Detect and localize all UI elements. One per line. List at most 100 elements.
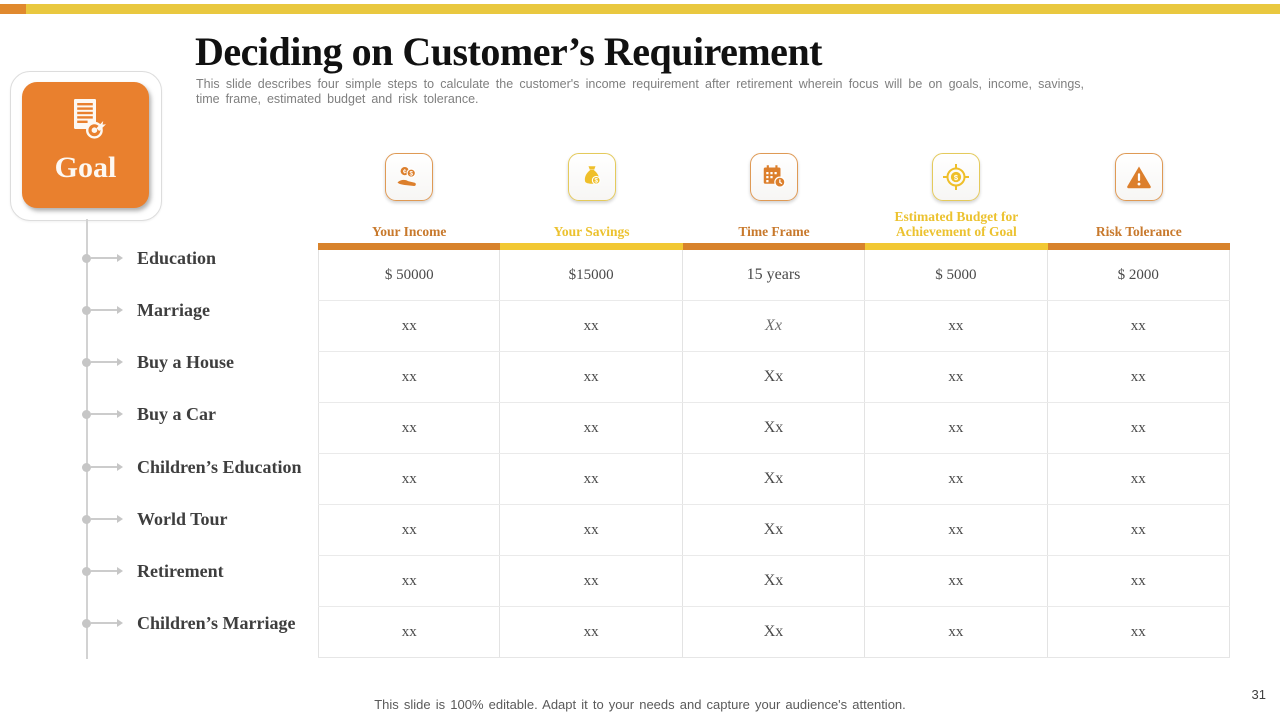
timeline-arrowhead-icon	[117, 254, 123, 262]
table-cell: xx	[500, 403, 683, 453]
table-cell: xx	[500, 505, 683, 555]
page-number: 31	[1251, 687, 1266, 702]
timeline-dot	[82, 618, 91, 628]
table-cell: Xx	[683, 301, 866, 351]
svg-text:$: $	[410, 170, 414, 177]
column-header: Risk Tolerance	[1095, 223, 1182, 239]
table-cell: xx	[500, 454, 683, 504]
goal-item-label: Buy a House	[137, 351, 235, 372]
table-cell: xx	[865, 301, 1048, 351]
money-bag-icon: $	[567, 153, 616, 201]
table-cell: xx	[1048, 556, 1230, 606]
timeline-arrow	[91, 257, 117, 259]
svg-text:$: $	[954, 173, 959, 182]
timeline-arrowhead-icon	[117, 306, 123, 314]
table-cell: xx	[1048, 607, 1230, 657]
header-accent-bars	[318, 243, 1230, 250]
timeline-arrow	[91, 466, 117, 468]
timeline-dot	[82, 409, 91, 419]
timeline-item: Retirement	[82, 559, 224, 583]
table-cell: xx	[318, 607, 501, 657]
timeline-arrow	[91, 309, 117, 311]
top-bar-yellow-segment	[26, 4, 1280, 14]
table-row: xx xx Xx xx xx	[318, 352, 1230, 403]
table-row: xx xx Xx xx xx	[318, 607, 1230, 657]
timeline-arrow	[91, 518, 117, 520]
accent-bar	[500, 243, 683, 250]
target-dollar-icon: $	[932, 153, 981, 201]
table-cell: xx	[318, 556, 501, 606]
timeline-dot	[82, 253, 91, 263]
page-subtitle: This slide describes four simple steps t…	[196, 77, 1084, 106]
table-cell: xx	[318, 301, 501, 351]
timeline-line	[86, 219, 88, 659]
goal-item-label: World Tour	[137, 508, 228, 529]
timeline-dot	[82, 514, 91, 524]
table-cell: xx	[1048, 403, 1230, 453]
goal-badge-inner: Goal	[22, 82, 149, 208]
timeline-dot	[82, 462, 91, 472]
table-cell: xx	[1048, 505, 1230, 555]
timeline-arrow	[91, 570, 117, 572]
document-target-icon	[73, 99, 106, 139]
page-title: Deciding on Customer’s Requirement	[195, 29, 823, 74]
timeline-item: World Tour	[82, 507, 228, 531]
table-cell: xx	[865, 556, 1048, 606]
footer-note: This slide is 100% editable. Adapt it to…	[374, 697, 906, 712]
requirements-table: ¢ $ $	[318, 153, 1230, 658]
table-cell: xx	[1048, 352, 1230, 402]
timeline-item: Buy a House	[82, 350, 234, 374]
hand-coins-icon: ¢ $	[385, 153, 434, 201]
table-cell: xx	[318, 505, 501, 555]
table-cell: 15 years	[683, 250, 866, 300]
timeline-arrowhead-icon	[117, 358, 123, 366]
table-cell: xx	[318, 352, 501, 402]
table-cell: xx	[1048, 301, 1230, 351]
goal-item-label: Buy a Car	[137, 403, 217, 424]
table-cell: $ 50000	[318, 250, 501, 300]
timeline-arrowhead-icon	[117, 515, 123, 523]
goal-badge: Goal	[10, 71, 162, 221]
column-header: Estimated Budget for Achievement of Goal	[894, 209, 1019, 239]
table-cell: Xx	[683, 607, 866, 657]
table-cell: xx	[500, 556, 683, 606]
column-header: Your Savings	[553, 223, 630, 239]
table-cell: xx	[318, 403, 501, 453]
timeline-arrow	[91, 622, 117, 624]
timeline-arrow	[91, 361, 117, 363]
goal-item-label: Children’s Education	[137, 456, 302, 477]
table-cell: $15000	[500, 250, 683, 300]
table-cell: xx	[500, 352, 683, 402]
column-headers-row: Your Income Your Savings Time Frame Esti…	[318, 200, 1230, 243]
table-cell: xx	[1048, 454, 1230, 504]
table-row: xx xx Xx xx xx	[318, 403, 1230, 454]
svg-text:¢: ¢	[403, 168, 407, 175]
timeline-arrowhead-icon	[117, 410, 123, 418]
top-bar-orange-segment	[0, 4, 26, 14]
timeline-dot	[82, 305, 91, 315]
table-cell: xx	[318, 454, 501, 504]
timeline-item: Buy a Car	[82, 402, 216, 426]
timeline-arrowhead-icon	[117, 567, 123, 575]
svg-text:$: $	[594, 178, 598, 185]
column-icons-row: ¢ $ $	[318, 153, 1230, 201]
table-cell: xx	[865, 607, 1048, 657]
column-header: Your Income	[372, 223, 447, 239]
timeline-item: Children’s Education	[82, 455, 302, 479]
table-cell: $ 5000	[865, 250, 1048, 300]
accent-bar	[865, 243, 1048, 250]
table-cell: xx	[500, 607, 683, 657]
timeline-item: Marriage	[82, 298, 210, 322]
table-row: xx xx Xx xx xx	[318, 556, 1230, 607]
goal-item-label: Children’s Marriage	[137, 612, 296, 633]
timeline-item: Children’s Marriage	[82, 611, 295, 635]
table-body: $ 50000 $15000 15 years $ 5000 $ 2000 xx…	[318, 250, 1230, 658]
timeline-arrow	[91, 413, 117, 415]
table-cell: Xx	[683, 556, 866, 606]
table-cell: xx	[865, 505, 1048, 555]
goal-item-label: Marriage	[137, 299, 210, 320]
table-row: xx xx Xx xx xx	[318, 454, 1230, 505]
warning-triangle-icon	[1114, 153, 1163, 201]
table-cell: Xx	[683, 505, 866, 555]
